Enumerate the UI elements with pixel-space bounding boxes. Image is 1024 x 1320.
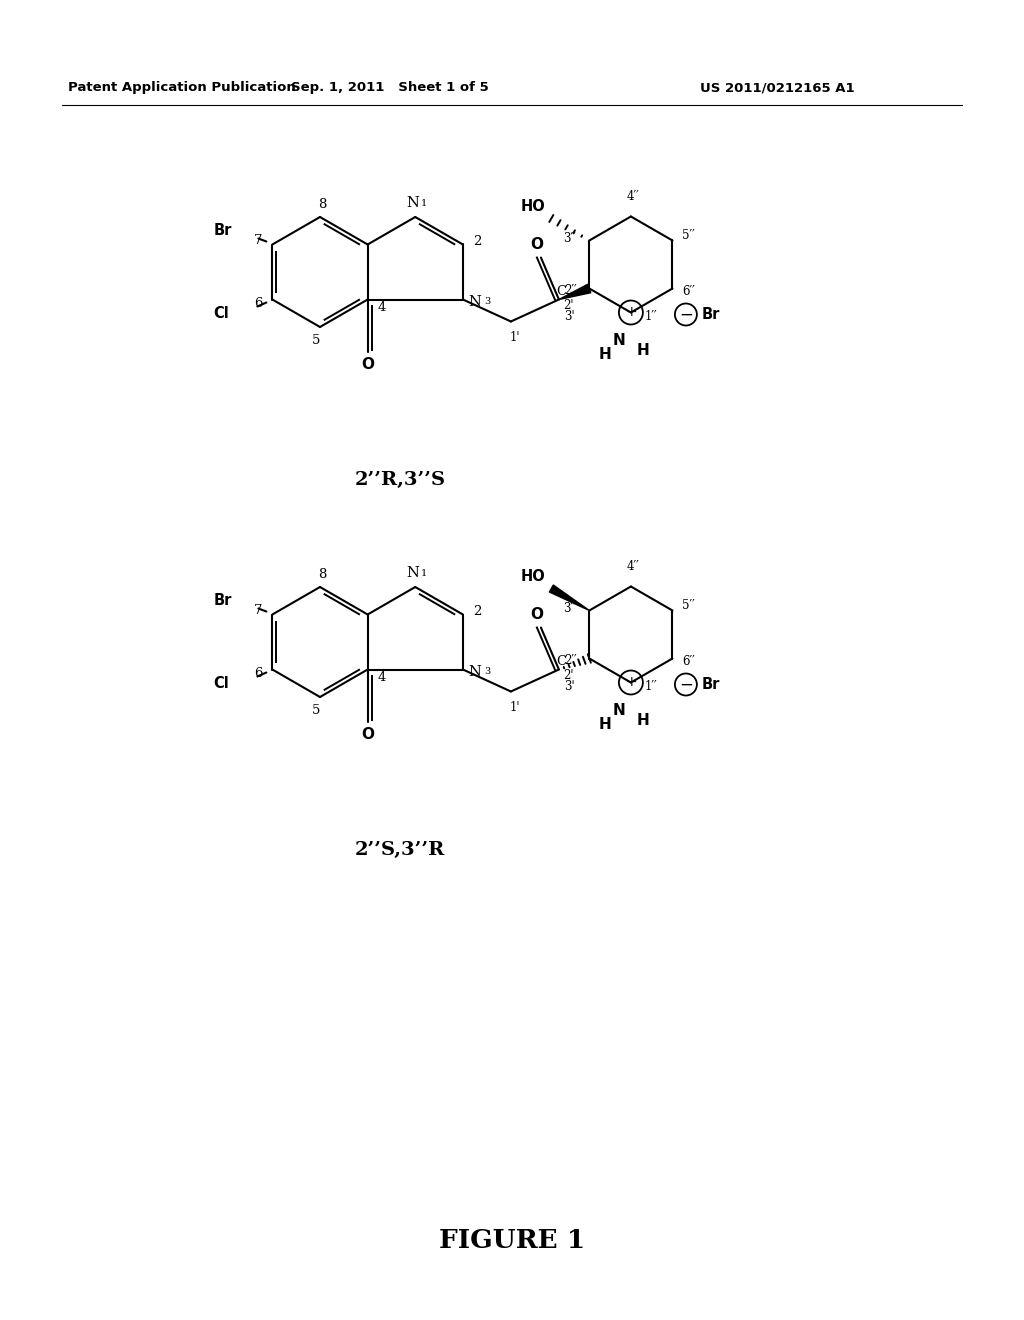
Text: Patent Application Publication: Patent Application Publication (68, 82, 296, 95)
Text: 4: 4 (378, 301, 386, 314)
Text: N: N (468, 664, 481, 678)
Text: 1': 1' (510, 331, 520, 345)
Text: Cl: Cl (214, 306, 229, 321)
Text: 5′′: 5′′ (682, 599, 695, 612)
Text: 1′′: 1′′ (645, 310, 657, 323)
Text: H: H (637, 343, 649, 358)
Text: Sep. 1, 2011   Sheet 1 of 5: Sep. 1, 2011 Sheet 1 of 5 (291, 82, 488, 95)
Text: 3: 3 (483, 297, 490, 306)
Text: N: N (612, 333, 626, 348)
Text: O: O (361, 727, 374, 742)
Text: H: H (598, 347, 611, 362)
Text: Br: Br (701, 308, 720, 322)
Text: O: O (530, 607, 544, 622)
Text: 7: 7 (254, 605, 262, 616)
Text: 3': 3' (564, 309, 574, 322)
Text: Cl: Cl (214, 676, 229, 690)
Text: HO: HO (520, 569, 546, 583)
Text: H: H (598, 717, 611, 733)
Text: 5: 5 (312, 705, 321, 718)
Text: +: + (625, 305, 637, 319)
Text: 2: 2 (473, 235, 481, 248)
Text: 6: 6 (254, 297, 262, 310)
Text: Br: Br (214, 593, 232, 609)
Text: 1′′: 1′′ (645, 680, 657, 693)
Text: 1': 1' (510, 701, 520, 714)
Text: 4: 4 (378, 671, 386, 684)
Text: 5′′: 5′′ (682, 228, 695, 242)
Text: 6′′: 6′′ (682, 655, 695, 668)
Text: Br: Br (214, 223, 232, 238)
Text: O: O (530, 238, 544, 252)
Text: H: H (637, 713, 649, 729)
Text: 3: 3 (483, 667, 490, 676)
Text: 2’’R,3’’S: 2’’R,3’’S (354, 471, 445, 488)
Text: N: N (406, 195, 419, 210)
Text: 1: 1 (421, 569, 427, 578)
Text: N: N (612, 704, 626, 718)
Text: N: N (468, 294, 481, 309)
Text: 6: 6 (254, 667, 262, 680)
Text: C: C (556, 285, 566, 298)
Text: −: − (679, 676, 693, 693)
Polygon shape (559, 284, 591, 300)
Text: Br: Br (701, 677, 720, 692)
Text: 8: 8 (317, 198, 327, 210)
Text: 3′′: 3′′ (563, 602, 577, 615)
Text: O: O (361, 356, 374, 372)
Polygon shape (549, 585, 590, 610)
Text: 2’’S,3’’R: 2’’S,3’’R (355, 841, 445, 859)
Text: 4′′: 4′′ (627, 190, 639, 203)
Text: −: − (679, 305, 693, 323)
Text: C: C (556, 655, 566, 668)
Text: +: + (625, 676, 637, 689)
Text: 4′′: 4′′ (627, 561, 639, 573)
Text: 3': 3' (564, 680, 574, 693)
Text: 5: 5 (312, 334, 321, 347)
Text: 7: 7 (254, 234, 262, 247)
Text: 2′′: 2′′ (563, 284, 577, 297)
Text: 2: 2 (473, 605, 481, 618)
Text: HO: HO (520, 199, 546, 214)
Text: FIGURE 1: FIGURE 1 (439, 1228, 585, 1253)
Text: US 2011/0212165 A1: US 2011/0212165 A1 (700, 82, 855, 95)
Text: 2′′: 2′′ (563, 653, 577, 667)
Text: 2': 2' (563, 300, 574, 312)
Text: 3′′: 3′′ (563, 232, 577, 246)
Text: 6′′: 6′′ (682, 285, 695, 298)
Text: N: N (406, 566, 419, 579)
Text: 1: 1 (421, 198, 427, 207)
Text: 8: 8 (317, 568, 327, 581)
Text: 2': 2' (563, 669, 574, 682)
